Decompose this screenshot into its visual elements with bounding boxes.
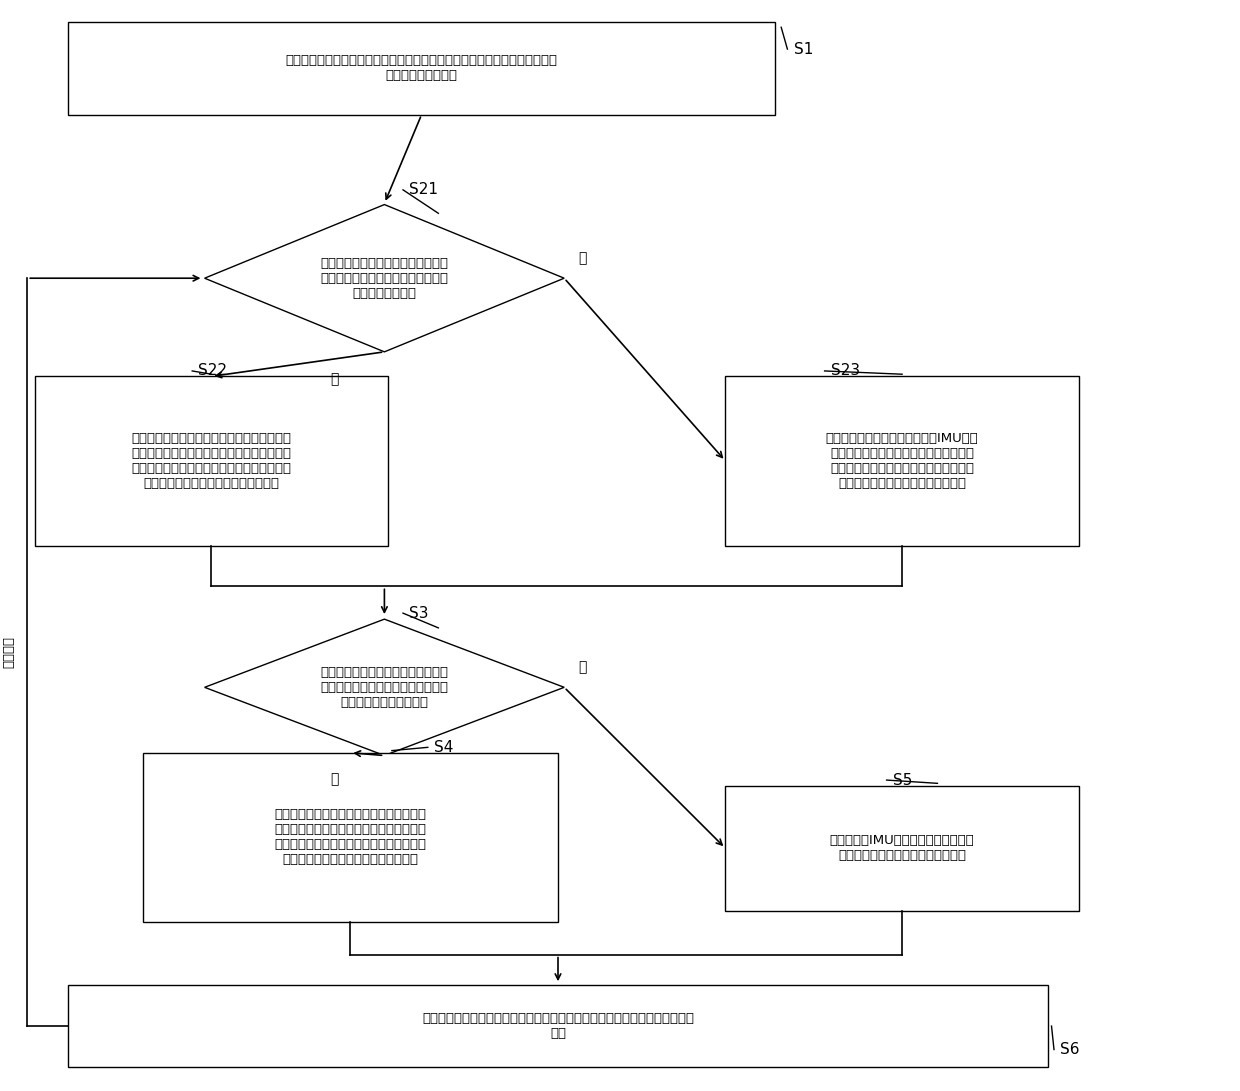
Text: 下一时刻: 下一时刻	[2, 636, 15, 668]
Text: S6: S6	[1060, 1042, 1080, 1057]
Bar	[68, 985, 1048, 1067]
Text: 利用正运动学方程对当前时刻机器人电机的
转速测量值进行解算，得到当前时刻末端执
行器的状态变量，将状态变量以中间因子的
形式加入到因子图中，得到因子图模型: 利用正运动学方程对当前时刻机器人电机的 转速测量值进行解算，得到当前时刻末端执 …	[274, 808, 427, 866]
Text: 是: 是	[331, 772, 339, 787]
Text: S23: S23	[831, 363, 859, 379]
Text: 否: 否	[579, 252, 587, 265]
Text: 建立一个空的因子图，确定末端执行器的初始状态，将初始状态以先验因子的
形式加入到因子图中: 建立一个空的因子图，确定末端执行器的初始状态，将初始状态以先验因子的 形式加入到…	[285, 55, 558, 82]
Text: 对因子图模型进行非线性最优化估计，得到当前时刻末端执行器的速度和位置
信息: 对因子图模型进行非线性最优化估计，得到当前时刻末端执行器的速度和位置 信息	[422, 1012, 694, 1040]
Bar	[35, 376, 388, 546]
Text: S21: S21	[409, 182, 438, 197]
Bar	[143, 753, 558, 922]
Polygon shape	[205, 205, 564, 351]
Bar	[725, 786, 1079, 911]
Text: 判断当前时刻末端执行器中惯性测量
单元的加速度计的测量值是否满足运
动平缓的分支条件: 判断当前时刻末端执行器中惯性测量 单元的加速度计的测量值是否满足运 动平缓的分支…	[320, 256, 449, 300]
Text: S22: S22	[198, 363, 227, 379]
Text: S3: S3	[409, 606, 429, 621]
Text: 利用末端执行器中的绳索受力传感器
判断当前时刻机器人电机的运动状态
是否可用于因子图的计算: 利用末端执行器中的绳索受力传感器 判断当前时刻机器人电机的运动状态 是否可用于因…	[320, 666, 449, 709]
Text: 采用积分方法对末端执行器中的IMU惯性
传感器进行惯导解算，得到当前时刻末端
执行器的惯导状态值，将惯导状态值以决
态变量估计值的形式加入到因子图中: 采用积分方法对末端执行器中的IMU惯性 传感器进行惯导解算，得到当前时刻末端 执…	[826, 432, 978, 490]
Text: 采用基于非线性被动补偿滤波的惯导状态解算
方法对末端执行器进行导航定位，得到当前时
刻末端执行器的惯导状态值，将惯导状态值以
决态变量估计值的形式加入到因子图中: 采用基于非线性被动补偿滤波的惯导状态解算 方法对末端执行器进行导航定位，得到当前…	[131, 432, 291, 490]
Bar	[68, 22, 775, 115]
Polygon shape	[205, 619, 564, 755]
Text: 将当前时刻IMU惯性传感器的测量值剔
除，利用惯导状态值构建因子图模型: 将当前时刻IMU惯性传感器的测量值剔 除，利用惯导状态值构建因子图模型	[830, 835, 975, 862]
Text: S4: S4	[434, 740, 454, 755]
Text: 是: 是	[331, 372, 339, 386]
Bar	[725, 376, 1079, 546]
Text: S1: S1	[794, 41, 813, 57]
Text: S5: S5	[893, 772, 913, 788]
Text: 否: 否	[579, 661, 587, 674]
